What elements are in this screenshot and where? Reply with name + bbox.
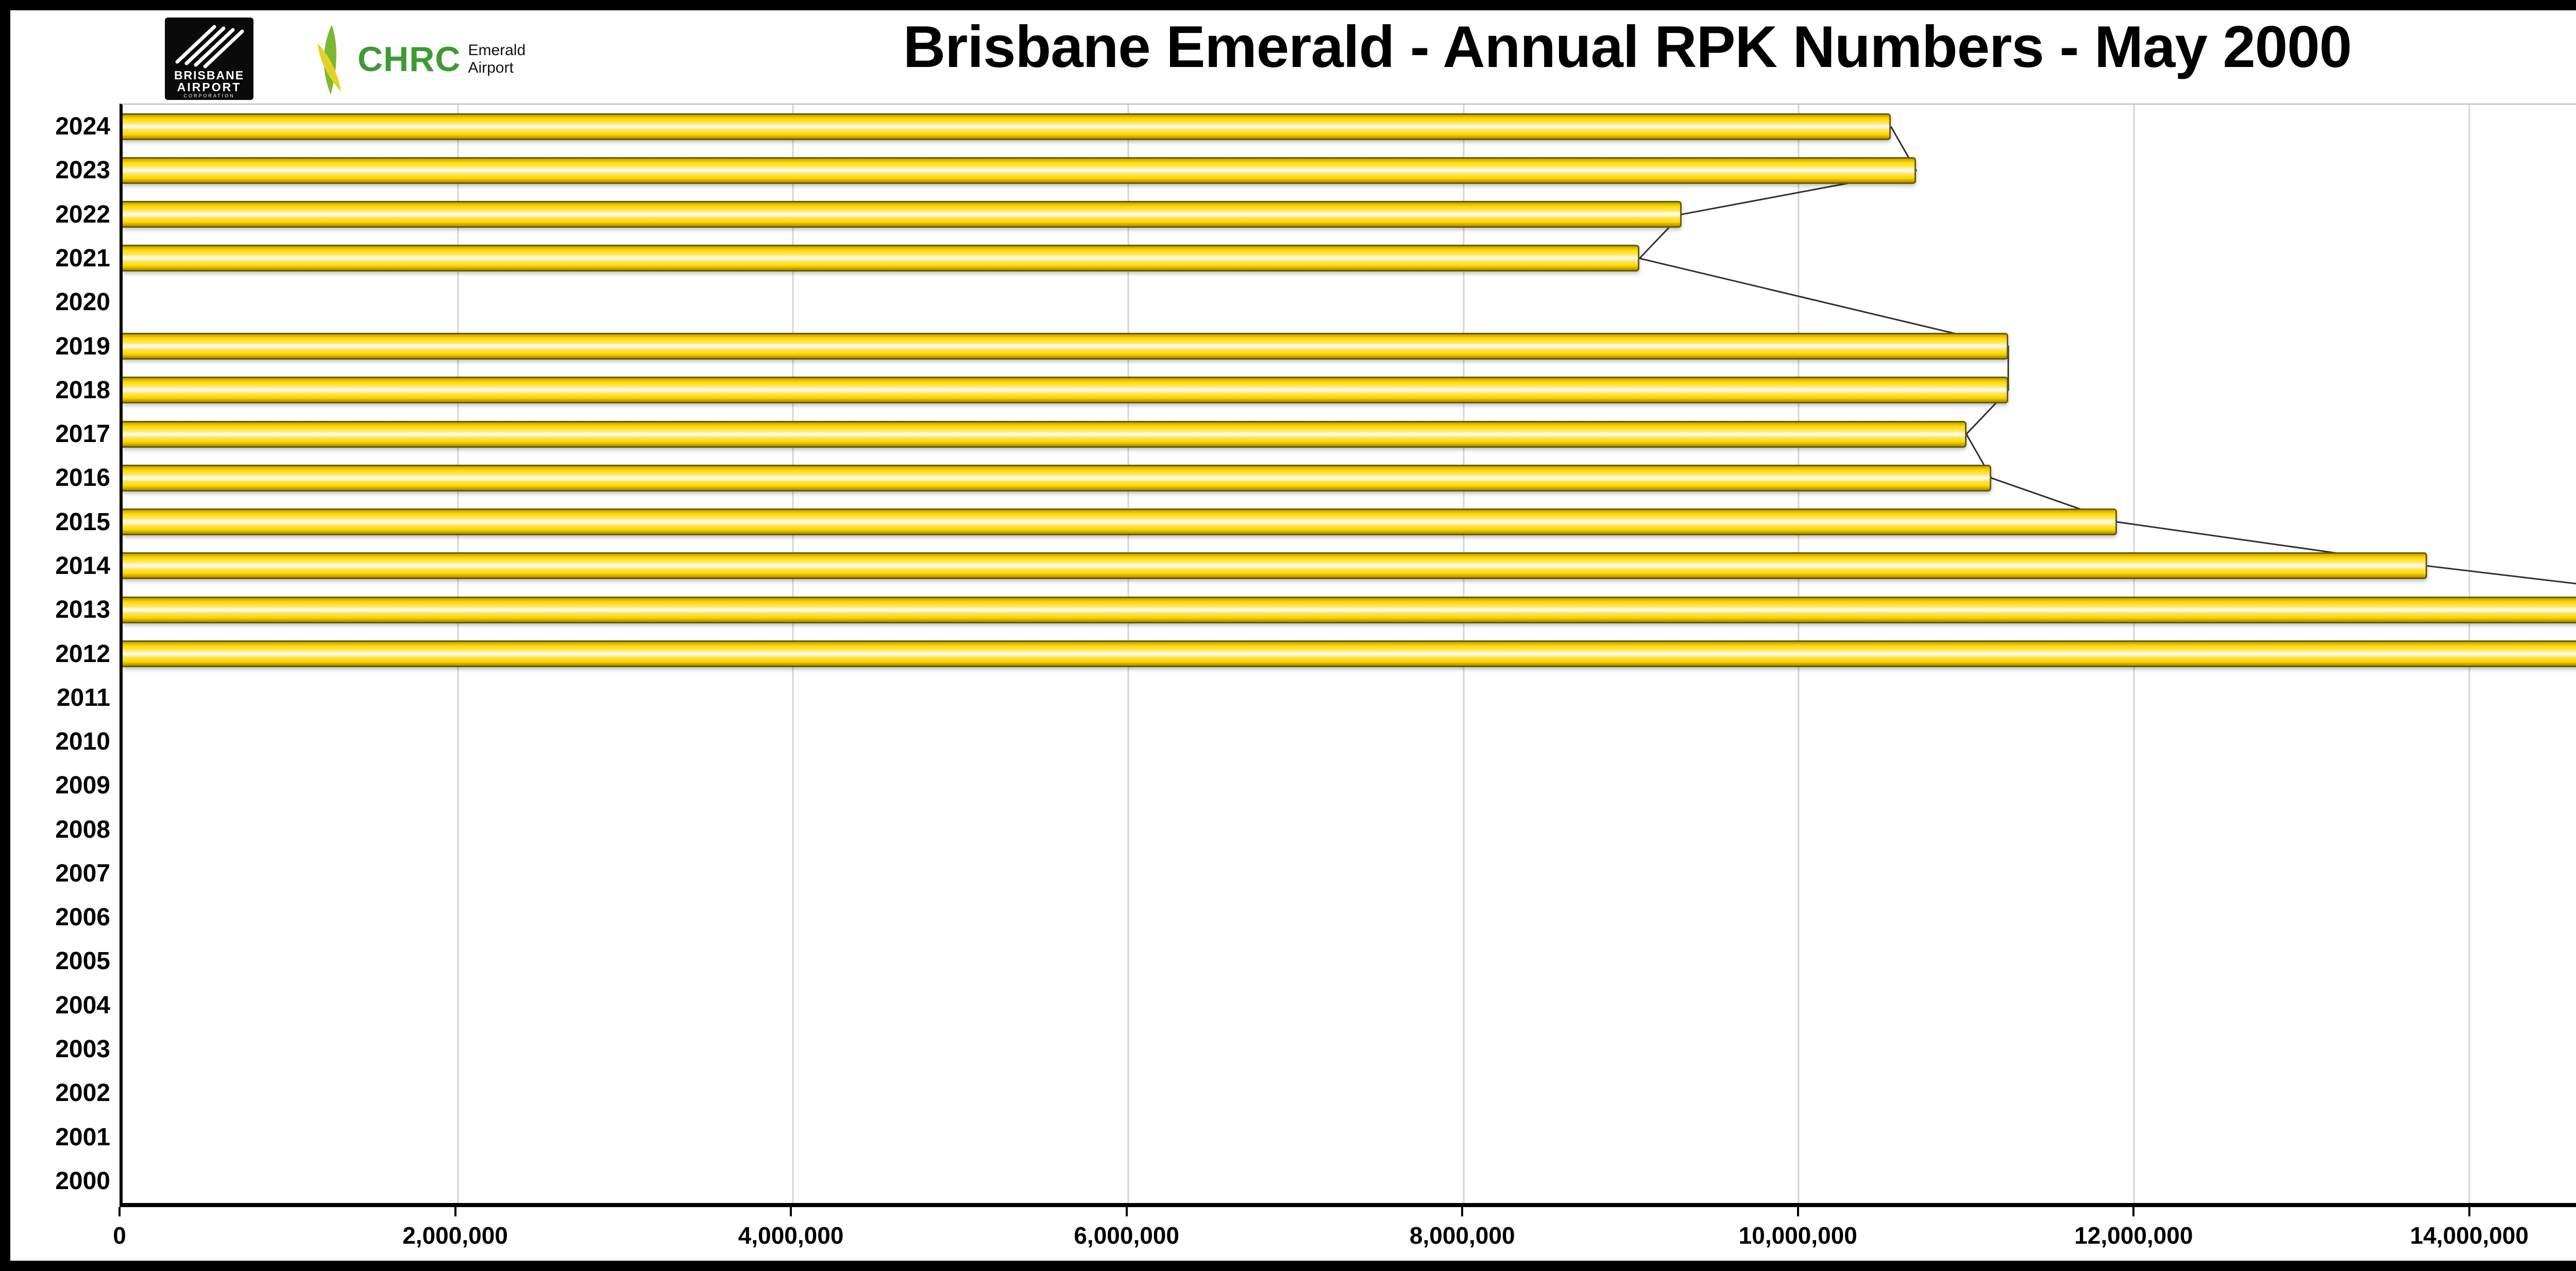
rpk-bar (123, 333, 2008, 360)
bar-row (123, 412, 2576, 456)
y-axis-label: 2014 (55, 552, 110, 580)
y-axis-label: 2017 (55, 420, 110, 448)
brisbane-logo-line3: CORPORATION (183, 93, 234, 98)
bar-row (123, 148, 2576, 192)
bar-row (123, 632, 2576, 675)
x-axis-tick (454, 1207, 456, 1216)
emerald-airport-name-line1: Emerald (468, 42, 526, 59)
bar-row (123, 939, 2576, 983)
bar-row (123, 1071, 2576, 1115)
chart-title: Brisbane Emerald - Annual RPK Numbers - … (903, 14, 2352, 80)
x-axis-tick (1797, 1207, 1799, 1216)
y-axis-label: 2003 (55, 1036, 110, 1063)
y-axis-label: 2011 (56, 684, 110, 711)
bar-row (123, 1027, 2576, 1071)
brisbane-logo-background (165, 18, 253, 100)
bar-row (123, 456, 2576, 500)
bar-row (123, 324, 2576, 368)
x-axis-tick (2132, 1207, 2135, 1216)
emerald-airport-logo: CHRC Emerald Airport (310, 21, 526, 98)
y-axis-label: 2002 (55, 1079, 110, 1107)
x-axis-tick-label: 14,000,000 (2410, 1222, 2529, 1249)
y-axis-label: 2018 (55, 376, 110, 404)
x-axis: 0 2,000,000 4,000,000 6,000,000 8,000,000 10,… (113, 1207, 2576, 1264)
bar-row (123, 368, 2576, 412)
y-axis-label: 2005 (55, 947, 110, 975)
y-axis-label: 2008 (55, 816, 110, 843)
bar-row (123, 544, 2576, 588)
bar-row (123, 280, 2576, 324)
rpk-bar (123, 640, 2576, 668)
brisbane-airport-logo: BRISBANE AIRPORT CORPORATION (165, 18, 253, 100)
rpk-bar (123, 377, 2008, 404)
y-axis-label: 2000 (55, 1167, 110, 1195)
brisbane-logo-stripes-icon (175, 25, 244, 69)
x-axis-tick (1461, 1207, 1464, 1216)
x-axis-tick-label: 2,000,000 (402, 1222, 508, 1249)
y-axis-label: 2022 (55, 200, 110, 228)
y-axis-label: 2023 (55, 157, 110, 184)
rpk-bar (123, 201, 1682, 228)
bar-row (123, 808, 2576, 852)
y-axis-label: 2004 (55, 991, 110, 1019)
emerald-airport-name: Emerald Airport (468, 42, 526, 77)
y-axis-label: 2015 (55, 508, 110, 536)
x-axis-tick-label: 4,000,000 (738, 1222, 844, 1249)
x-axis-tick (2468, 1207, 2470, 1216)
brisbane-logo-line2: AIRPORT (177, 80, 242, 94)
bar-tip-line (123, 105, 2576, 1203)
bar-row (123, 236, 2576, 280)
bar-row (123, 500, 2576, 544)
bar-row (123, 193, 2576, 236)
x-axis-tick-label: 6,000,000 (1074, 1222, 1179, 1249)
header-logos-left: BRISBANE AIRPORT CORPORATION CHRC Emeral… (165, 18, 526, 100)
bar-row (123, 1115, 2576, 1159)
bar-row (123, 984, 2576, 1027)
bar-row (123, 588, 2576, 632)
bar-row (123, 895, 2576, 939)
rpk-bar (123, 552, 2428, 580)
y-axis-label: 2009 (55, 772, 110, 800)
x-axis-tick-label: 0 (113, 1222, 126, 1249)
bar-row (123, 105, 2576, 148)
rpk-bar (123, 420, 1967, 448)
rpk-bar (123, 113, 1891, 140)
bar-row (123, 852, 2576, 895)
y-axis-label: 2021 (55, 244, 110, 272)
y-axis-label: 2010 (55, 728, 110, 756)
y-axis-label: 2024 (55, 113, 110, 141)
bar-row (123, 720, 2576, 764)
plot-area: 2024 2023 2022 2021 2020 2019 2018 2017 2016 2015… (55, 104, 2576, 1207)
y-axis-labels: 2024 2023 2022 2021 2020 2019 2018 2017 2016 2015… (4, 105, 123, 1203)
bar-rows-layer (123, 105, 2576, 1203)
x-axis-tick (1125, 1207, 1128, 1216)
x-axis-tick-label: 12,000,000 (2074, 1222, 2193, 1249)
bar-row (123, 676, 2576, 720)
rpk-bar (123, 509, 2117, 536)
y-axis-label: 2007 (55, 859, 110, 887)
x-axis-tick (790, 1207, 792, 1216)
y-axis-label: 2001 (55, 1123, 110, 1151)
rpk-bar (123, 464, 1992, 492)
bar-row (123, 1159, 2576, 1203)
rpk-bar (123, 596, 2576, 623)
y-axis-label: 2016 (55, 464, 110, 492)
rpk-bar (123, 245, 1640, 272)
bar-row (123, 764, 2576, 807)
x-axis-tick-label: 8,000,000 (1409, 1222, 1515, 1249)
x-axis-tick (118, 1207, 121, 1216)
y-axis-label: 2019 (55, 332, 110, 360)
rpk-bar (123, 157, 1917, 184)
x-axis-tick-label: 10,000,000 (1738, 1222, 1857, 1249)
emerald-airport-name-line2: Airport (468, 59, 514, 76)
brisbane-logo-line1: BRISBANE (174, 69, 244, 82)
y-axis-label: 2013 (55, 596, 110, 624)
y-axis-label: 2006 (55, 904, 110, 931)
emerald-airport-acronym: CHRC (358, 40, 461, 79)
emerald-airport-leaf-icon (317, 25, 341, 95)
y-axis-label: 2012 (55, 640, 110, 668)
y-axis-label: 2020 (55, 289, 110, 316)
